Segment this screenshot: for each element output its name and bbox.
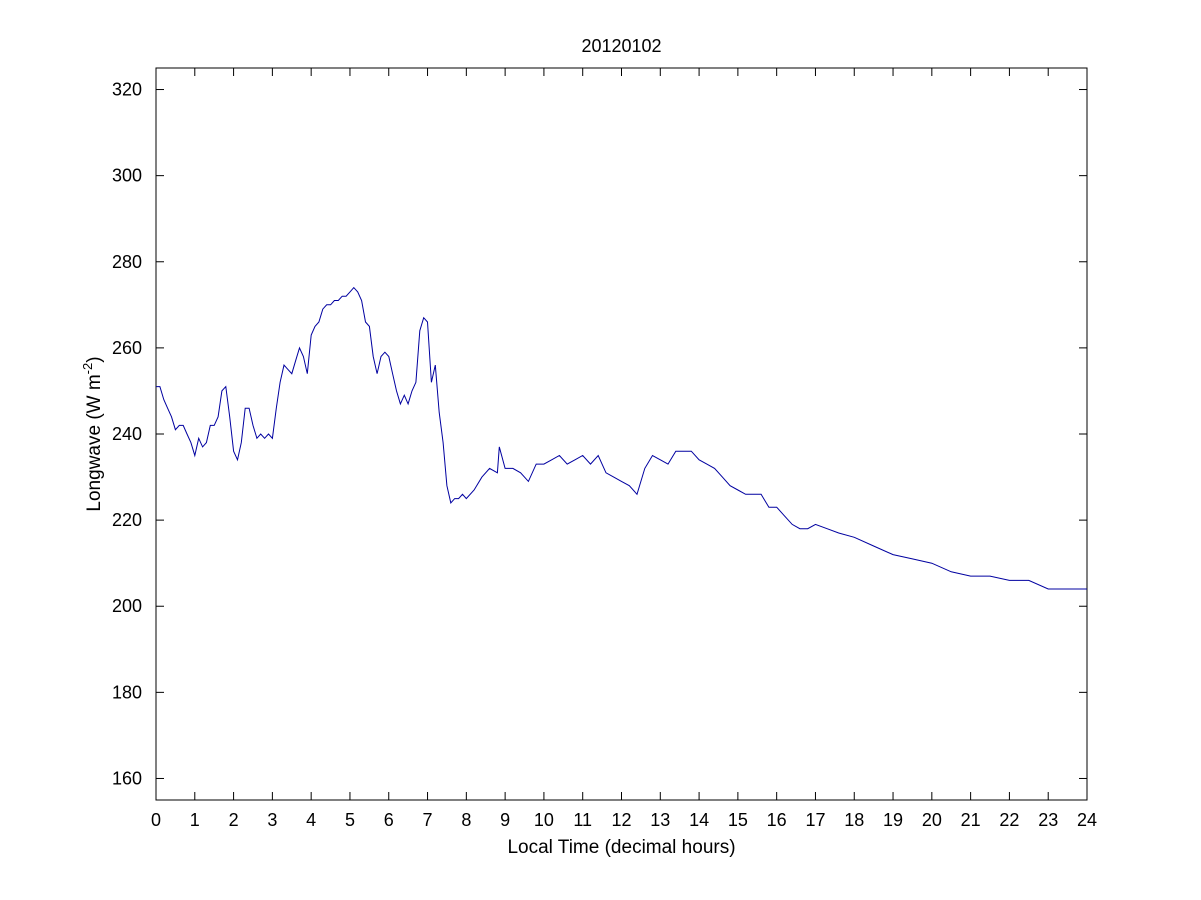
x-tick-label: 4: [306, 810, 316, 830]
x-tick-label: 17: [805, 810, 825, 830]
x-tick-label: 21: [961, 810, 981, 830]
x-tick-label: 3: [267, 810, 277, 830]
x-tick-label: 16: [767, 810, 787, 830]
y-axis-title-end: ): [84, 356, 105, 362]
y-tick-label: 200: [112, 596, 142, 616]
x-tick-label: 11: [573, 810, 592, 830]
x-tick-label: 23: [1038, 810, 1058, 830]
y-tick-label: 280: [112, 252, 142, 272]
x-axis-title: Local Time (decimal hours): [507, 837, 735, 858]
y-tick-label: 220: [112, 510, 142, 530]
y-tick-label: 320: [112, 80, 142, 100]
x-tick-label: 15: [728, 810, 748, 830]
y-axis: 160 180 200 220 240 260 280 300 320: [112, 80, 1087, 788]
y-tick-label: 300: [112, 166, 142, 186]
x-tick-label: 8: [461, 810, 471, 830]
x-tick-label: 0: [151, 810, 161, 830]
x-tick-label: 20: [922, 810, 942, 830]
x-tick-label: 12: [611, 810, 631, 830]
y-tick-label: 260: [112, 338, 142, 358]
x-tick-label: 10: [534, 810, 554, 830]
x-axis: 0 1 2 3 4 5 6 7 8 9 10 11 12 13 14 15 16 17 18 19 20 21 22 23 24: [151, 68, 1097, 830]
x-tick-label: 5: [345, 810, 355, 830]
x-tick-label: 2: [229, 810, 239, 830]
series-line: [156, 286, 1087, 590]
y-axis-title-sup: -2: [80, 363, 95, 375]
x-tick-label: 1: [190, 810, 200, 830]
y-axis-title-main: Longwave (W m: [84, 374, 105, 511]
y-tick-label: 160: [112, 768, 142, 788]
x-tick-label: 19: [883, 810, 903, 830]
plot-area: [155, 67, 1088, 801]
y-tick-label: 180: [112, 682, 142, 702]
x-tick-label: 24: [1077, 810, 1097, 830]
x-tick-label: 6: [384, 810, 394, 830]
x-tick-label: 13: [650, 810, 670, 830]
x-tick-label: 14: [689, 810, 709, 830]
y-tick-label: 240: [112, 424, 142, 444]
y-axis-title: Longwave (W m-2): [80, 356, 105, 511]
chart-title: 20120102: [581, 36, 661, 56]
x-tick-label: 9: [500, 810, 510, 830]
x-tick-label: 18: [844, 810, 864, 830]
x-tick-label: 7: [423, 810, 433, 830]
x-tick-label: 22: [999, 810, 1019, 830]
